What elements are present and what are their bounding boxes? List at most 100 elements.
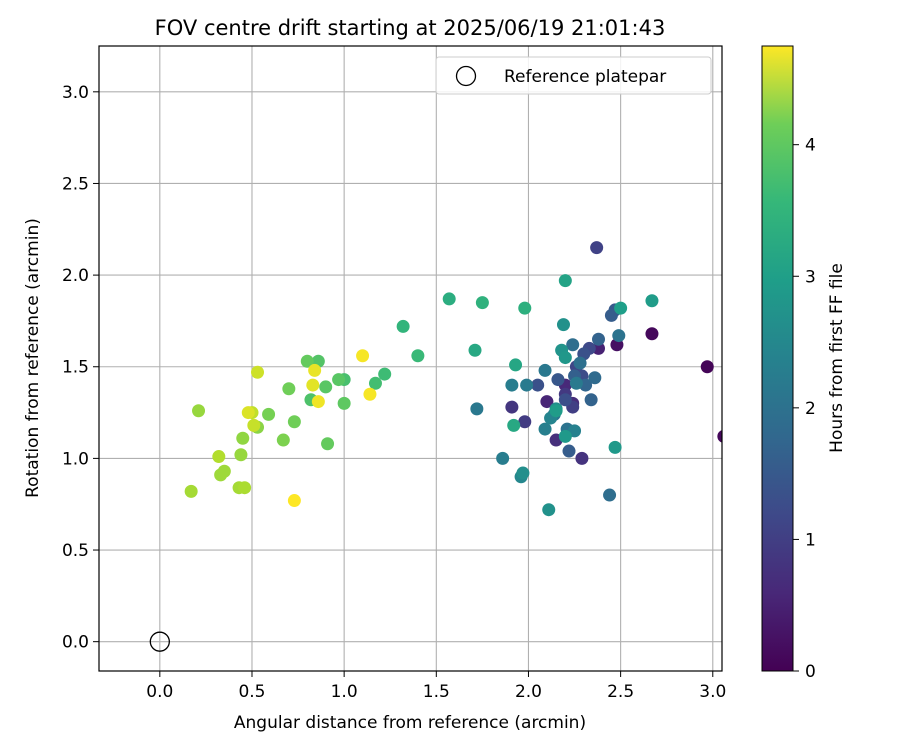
data-point <box>558 274 572 288</box>
colorbar-tick-label: 4 <box>805 136 816 156</box>
data-point <box>575 451 589 465</box>
data-point <box>214 468 228 482</box>
data-point <box>531 378 545 392</box>
data-point <box>234 448 248 462</box>
data-point <box>603 488 617 502</box>
x-tick-label: 2.5 <box>607 682 634 702</box>
data-point <box>236 431 250 445</box>
data-point <box>509 358 523 372</box>
colorbar-tick-label: 2 <box>805 399 816 419</box>
data-point <box>241 406 255 420</box>
data-point <box>558 351 572 365</box>
data-point <box>590 241 604 255</box>
data-points <box>184 241 722 517</box>
y-tick-label: 0.0 <box>62 633 89 653</box>
data-point <box>588 371 602 385</box>
data-point <box>470 402 484 416</box>
colorbar: 0 1 2 3 4 Hours from first FF file <box>761 45 847 682</box>
colorbar-tick-label: 3 <box>805 267 816 287</box>
y-axis-label: Rotation from reference (arcmin) <box>23 218 43 498</box>
data-point <box>251 365 265 379</box>
data-point <box>717 430 722 443</box>
colorbar-tick-label: 1 <box>805 530 816 550</box>
data-point <box>538 422 552 436</box>
legend-circle-icon <box>455 65 477 87</box>
data-point <box>573 356 587 370</box>
data-point <box>569 376 583 390</box>
data-point <box>507 418 521 432</box>
data-point <box>558 393 572 407</box>
data-point <box>700 360 714 374</box>
data-point <box>556 318 570 332</box>
colorbar-gradient <box>761 45 794 672</box>
reference-platepar-marker <box>149 631 170 652</box>
x-tick-label: 2.0 <box>515 682 542 702</box>
data-point <box>592 341 606 355</box>
data-point <box>645 294 659 308</box>
data-point <box>468 343 482 357</box>
data-point <box>505 378 519 392</box>
data-point <box>584 393 598 407</box>
data-point <box>321 437 335 451</box>
data-point <box>337 396 351 410</box>
x-tick-label: 0.5 <box>238 682 265 702</box>
data-point <box>276 433 290 447</box>
x-axis-label: Angular distance from reference (arcmin) <box>234 713 586 733</box>
y-tick-label: 0.5 <box>62 541 89 561</box>
data-point <box>306 378 320 392</box>
data-point <box>566 338 580 352</box>
y-tick-label: 2.0 <box>62 266 89 286</box>
data-point <box>319 380 333 394</box>
plot-frame <box>98 45 723 672</box>
data-point <box>363 387 377 401</box>
y-tick-label: 1.0 <box>62 449 89 469</box>
data-point <box>247 418 261 432</box>
y-tick-label: 3.0 <box>62 83 89 103</box>
legend: Reference platepar <box>435 56 712 95</box>
data-point <box>311 395 325 409</box>
x-tick-label: 3.0 <box>699 682 726 702</box>
legend-box <box>435 56 712 95</box>
data-point <box>411 349 425 363</box>
data-point <box>262 407 276 421</box>
chart-title: FOV centre drift starting at 2025/06/19 … <box>155 16 666 40</box>
grid <box>99 46 722 671</box>
data-point <box>368 376 382 390</box>
data-point <box>540 395 554 409</box>
colorbar-ticks: 0 1 2 3 4 <box>793 136 816 682</box>
x-tick-label: 1.0 <box>331 682 358 702</box>
data-point <box>592 332 606 346</box>
data-point <box>542 503 556 517</box>
data-point <box>614 301 628 315</box>
data-point <box>645 327 659 341</box>
x-tick-label: 0.0 <box>146 682 173 702</box>
data-point <box>332 373 346 387</box>
data-point <box>475 296 489 310</box>
data-point <box>442 292 456 306</box>
data-point <box>212 450 226 464</box>
x-tick-label: 1.5 <box>423 682 450 702</box>
data-point <box>612 329 626 343</box>
data-point <box>282 382 296 396</box>
data-point <box>238 481 252 495</box>
y-tick-label: 2.5 <box>62 174 89 194</box>
data-point <box>287 415 301 429</box>
data-point <box>562 444 576 458</box>
y-axis-ticks: 0.0 0.5 1.0 1.5 2.0 2.5 3.0 <box>62 83 99 653</box>
data-point <box>538 363 552 377</box>
data-point <box>396 319 410 333</box>
data-point <box>549 404 563 418</box>
data-point <box>184 484 198 498</box>
data-point <box>287 494 301 508</box>
data-point <box>505 400 519 414</box>
data-point <box>551 373 565 387</box>
data-point <box>518 301 532 315</box>
data-point <box>300 354 314 368</box>
data-point <box>356 349 370 363</box>
reference-marker <box>149 631 170 652</box>
y-tick-label: 1.5 <box>62 358 89 378</box>
data-point <box>520 378 534 392</box>
legend-entry-label: Reference platepar <box>504 67 666 87</box>
data-point <box>378 367 392 381</box>
